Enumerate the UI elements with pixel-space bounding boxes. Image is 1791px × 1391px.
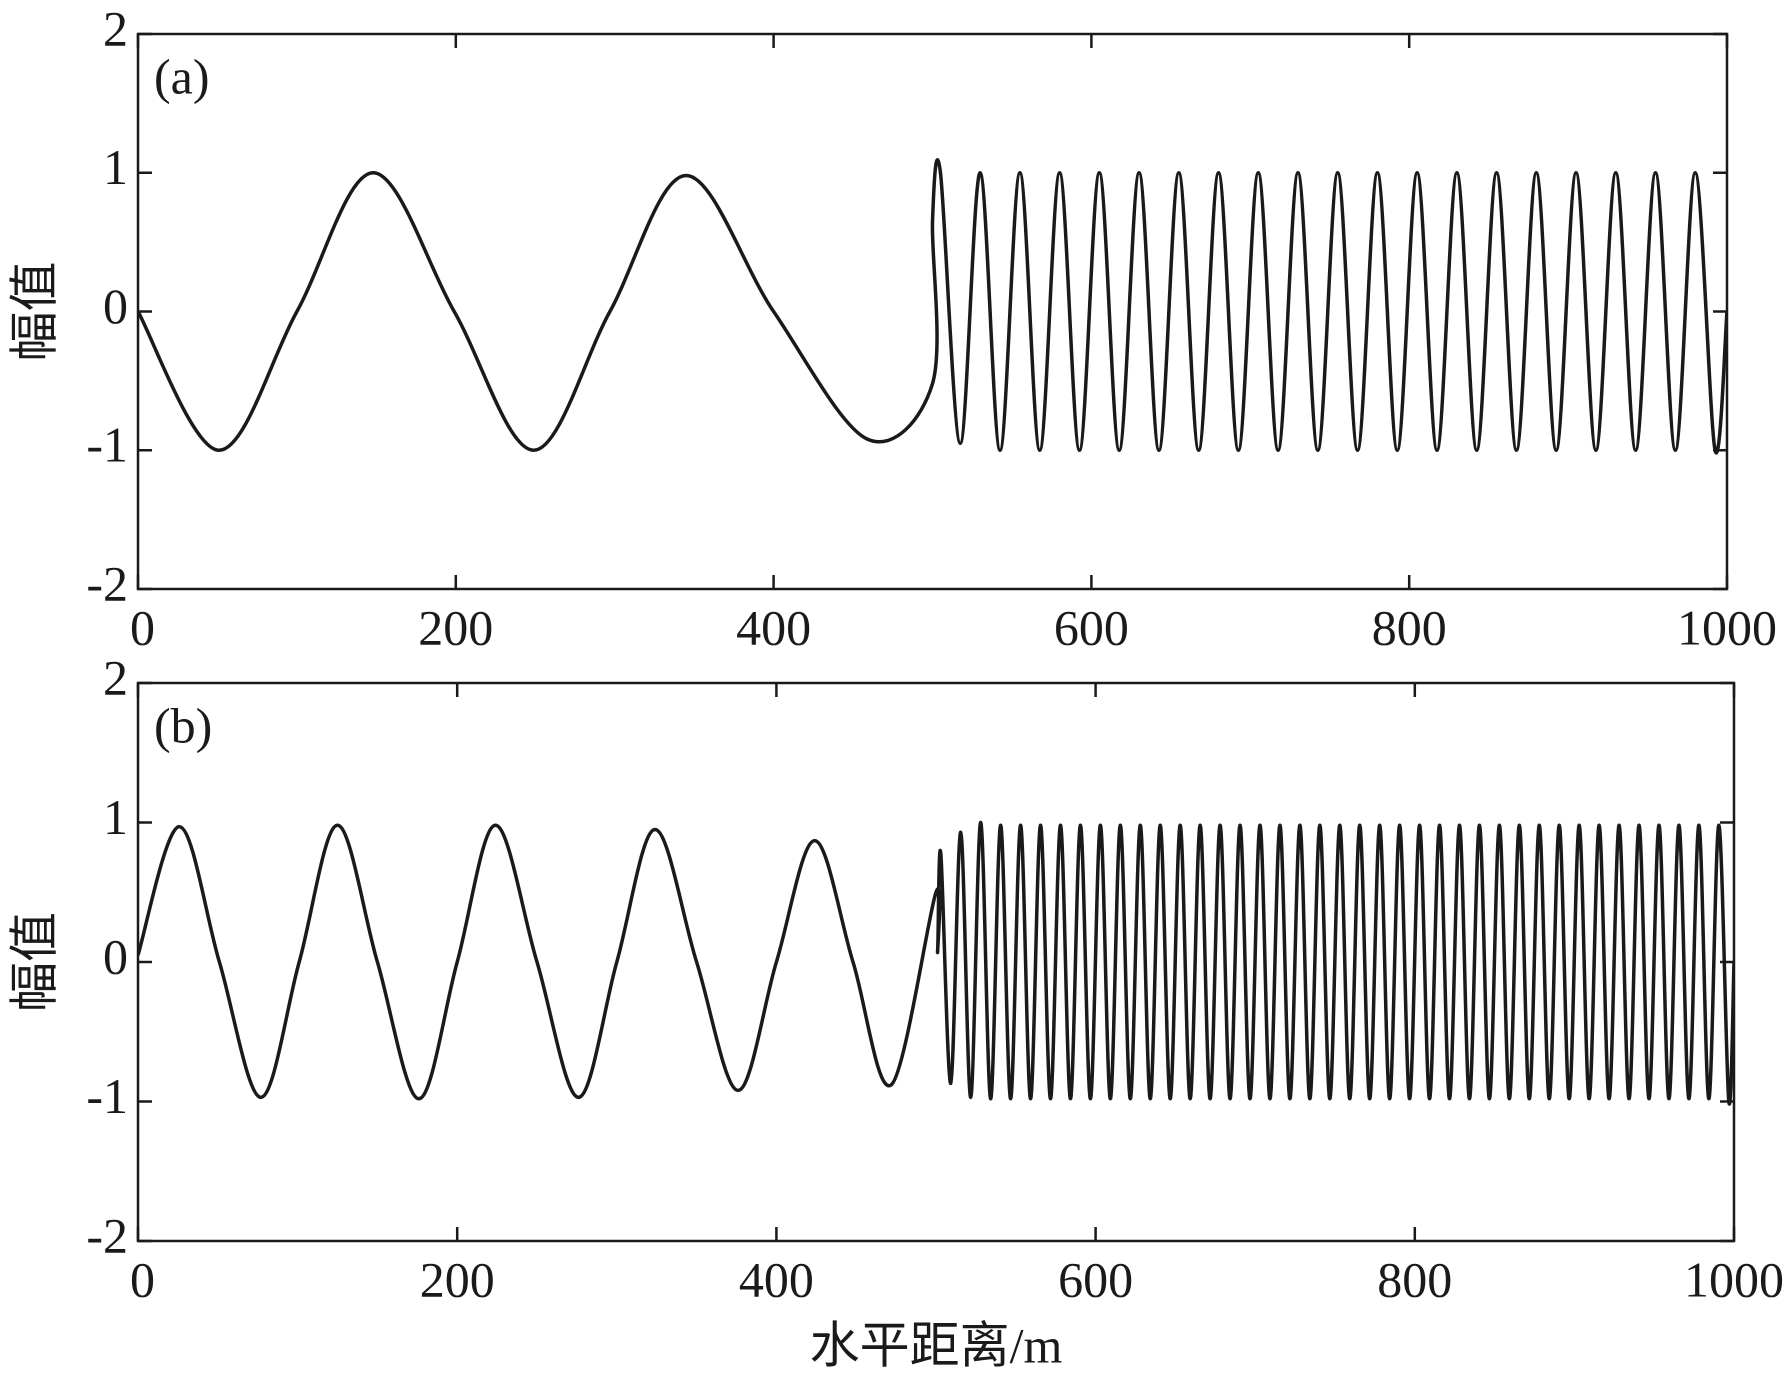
panel-label: (b) [154, 697, 212, 753]
y-axis-label: 幅值 [6, 262, 62, 362]
x-tick-label: 200 [418, 599, 493, 655]
signal-line [138, 158, 1727, 455]
x-tick-label: 400 [739, 1251, 814, 1307]
y-tick-label: 1 [103, 789, 128, 845]
y-tick-label: -1 [86, 417, 128, 473]
y-tick-label: 2 [103, 0, 128, 56]
x-axis-label: 水平距离/m [810, 1317, 1063, 1373]
x-tick-label: 800 [1377, 1251, 1452, 1307]
y-tick-label: -2 [86, 555, 128, 611]
panel: -2 -1 0 1 2 0 200 400 600 800 1000 (a) 幅值 [6, 0, 1777, 655]
x-tick-label: 200 [420, 1251, 495, 1307]
x-tick-label: 0 [130, 599, 155, 655]
y-tick-label: 2 [103, 649, 128, 705]
x-tick-label: 1000 [1684, 1251, 1784, 1307]
x-tick-label: 600 [1058, 1251, 1133, 1307]
x-tick-label: 600 [1054, 599, 1129, 655]
signal-line [138, 820, 1734, 1106]
y-tick-label: 0 [103, 928, 128, 984]
y-tick-label: -1 [86, 1068, 128, 1124]
axes-frame [136, 32, 1729, 591]
x-tick-label: 800 [1372, 599, 1447, 655]
y-tick-label: 0 [103, 278, 128, 334]
y-axis-label: 幅值 [6, 912, 62, 1012]
x-tick-label: 1000 [1677, 599, 1777, 655]
x-tick-label: 400 [736, 599, 811, 655]
y-tick-label: -2 [86, 1207, 128, 1263]
panel-label: (a) [154, 48, 210, 104]
y-tick-label: 1 [103, 139, 128, 195]
x-tick-label: 0 [130, 1251, 155, 1307]
